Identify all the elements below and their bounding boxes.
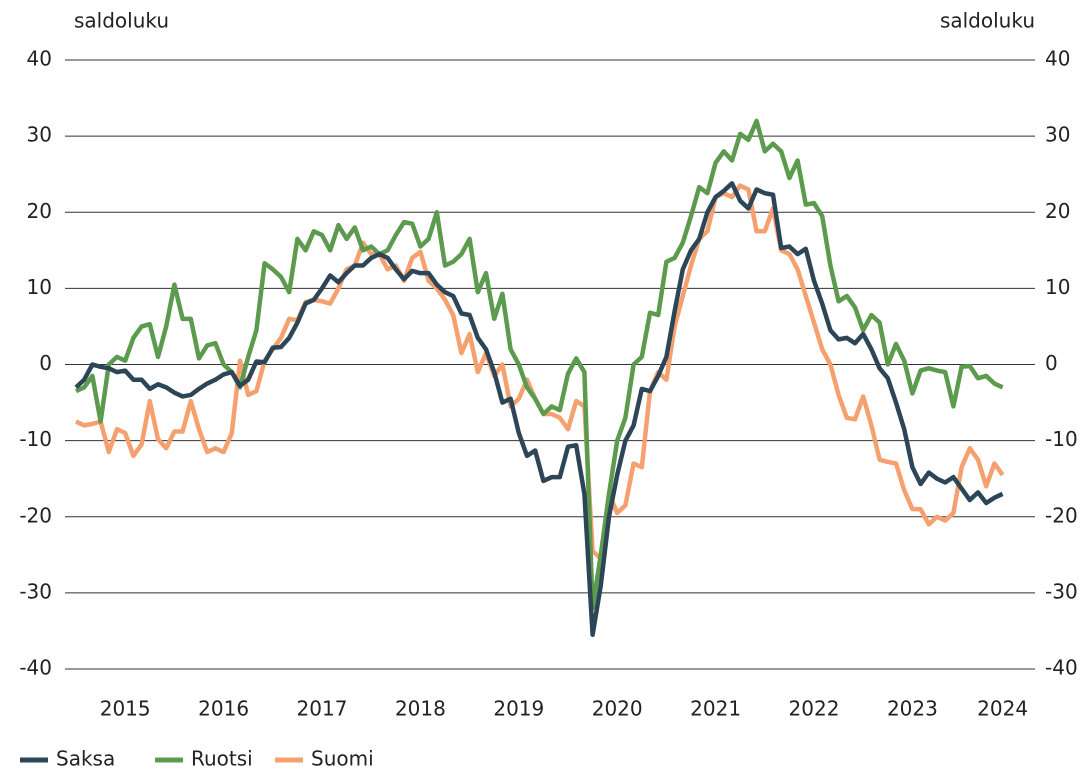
y2-axis-label: saldoluku bbox=[940, 9, 1035, 33]
y2-tick-label: -30 bbox=[1045, 579, 1078, 603]
y-axis-label: saldoluku bbox=[74, 9, 169, 33]
x-tick-label: 2024 bbox=[977, 697, 1028, 721]
line bbox=[75, 183, 1005, 561]
y2-tick-label: -10 bbox=[1045, 427, 1078, 451]
y2-tick-label: 0 bbox=[1045, 351, 1058, 375]
y-tick-label: 0 bbox=[39, 351, 52, 375]
y2-tick-label: 20 bbox=[1045, 199, 1070, 223]
y-tick-label: -20 bbox=[19, 503, 52, 527]
y-tick-label: 10 bbox=[27, 275, 52, 299]
y-tick-label: -30 bbox=[19, 579, 52, 603]
line bbox=[74, 181, 1004, 637]
x-tick-label: 2016 bbox=[198, 697, 249, 721]
y-tick-label: -10 bbox=[19, 427, 52, 451]
x-tick-label: 2017 bbox=[297, 697, 348, 721]
y2-tick-label: 10 bbox=[1045, 275, 1070, 299]
x-tick-label: 2015 bbox=[100, 697, 151, 721]
x-tick-label: 2021 bbox=[690, 697, 741, 721]
y2-tick-label: 40 bbox=[1045, 47, 1070, 71]
legend-label: Suomi bbox=[311, 747, 374, 771]
x-tick-label: 2022 bbox=[789, 697, 840, 721]
y2-tick-label: 30 bbox=[1045, 123, 1070, 147]
y-tick-label: 30 bbox=[27, 123, 52, 147]
x-tick-label: 2018 bbox=[395, 697, 446, 721]
y-tick-label: -40 bbox=[19, 656, 52, 680]
legend-label: Saksa bbox=[56, 747, 115, 771]
y2-tick-label: -40 bbox=[1045, 656, 1078, 680]
x-tick-label: 2019 bbox=[493, 697, 544, 721]
y2-tick-label: -20 bbox=[1045, 503, 1078, 527]
x-tick-label: 2020 bbox=[592, 697, 643, 721]
x-tick-label: 2023 bbox=[887, 697, 938, 721]
y-tick-label: 40 bbox=[27, 47, 52, 71]
legend-label: Ruotsi bbox=[191, 747, 253, 771]
y-tick-label: 20 bbox=[27, 199, 52, 223]
